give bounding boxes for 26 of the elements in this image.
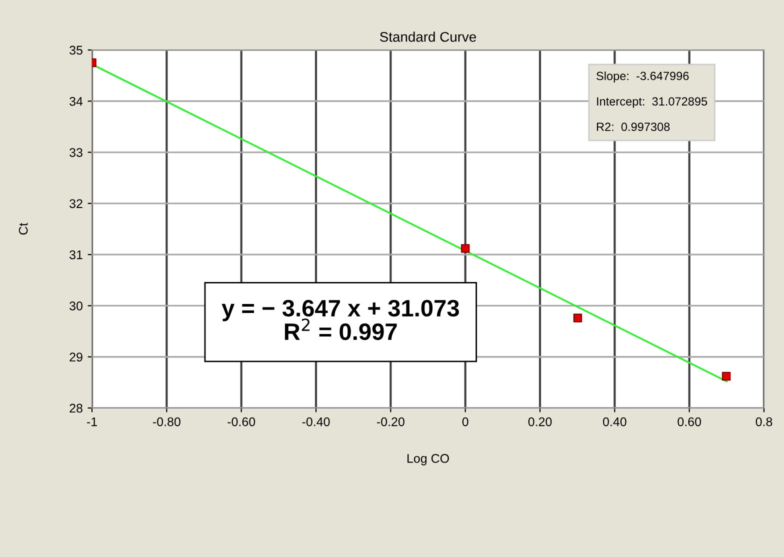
y-tick-label: 28 xyxy=(70,404,82,413)
y-tick-label: 29 xyxy=(70,352,82,362)
point xyxy=(573,314,582,322)
point xyxy=(460,244,470,253)
text: Slope: -3.647996 Intercept: 31.072895 R2: 0.997308 xyxy=(596,71,708,132)
x-tick-label: -1 xyxy=(87,417,97,426)
x-tick-label: 0.20 xyxy=(528,417,552,426)
x-axis-title: Log CO xyxy=(407,454,449,466)
y-tick-label: 33 xyxy=(70,148,82,157)
chart-title: Standard Curve xyxy=(380,32,476,42)
point xyxy=(722,372,731,381)
x-tick-label: 0.60 xyxy=(678,417,702,426)
y-tick-label: 31 xyxy=(70,250,82,260)
x-tick-label: -0.40 xyxy=(302,417,330,426)
y-tick-label: 35 xyxy=(70,46,82,55)
y-tick-label: 30 xyxy=(70,302,82,310)
y-axis-title: Ct xyxy=(18,222,28,235)
x-tick-label: -0.60 xyxy=(228,417,256,426)
x-tick-label: -0.20 xyxy=(376,417,404,426)
x-tick-label: 0.40 xyxy=(602,417,626,426)
y-tick-label: 32 xyxy=(70,199,82,208)
x-tick-label: 0 xyxy=(462,417,468,426)
x-tick-label: -0.80 xyxy=(152,417,180,426)
y-tick-label: 34 xyxy=(70,96,83,106)
annotation: y = − 3.647 x + 31.073 R$^{2}$ = 0.997 xyxy=(222,300,459,340)
x-tick-label: 0.8 xyxy=(756,417,772,426)
